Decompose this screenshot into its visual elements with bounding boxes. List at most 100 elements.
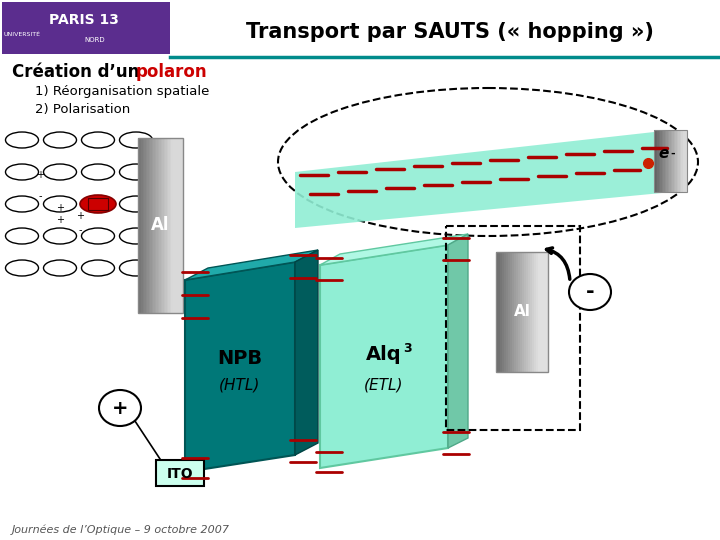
Text: (ETL): (ETL)	[364, 377, 404, 393]
FancyBboxPatch shape	[171, 138, 173, 313]
FancyBboxPatch shape	[500, 252, 502, 372]
Polygon shape	[295, 250, 318, 455]
Text: 1) Réorganisation spatiale: 1) Réorganisation spatiale	[35, 85, 210, 98]
FancyBboxPatch shape	[156, 460, 204, 486]
Text: Transport par SAUTS (« hopping »): Transport par SAUTS (« hopping »)	[246, 22, 654, 42]
FancyBboxPatch shape	[681, 130, 683, 192]
FancyBboxPatch shape	[496, 252, 498, 372]
FancyBboxPatch shape	[528, 252, 530, 372]
FancyBboxPatch shape	[684, 130, 685, 192]
Text: -: -	[38, 191, 42, 201]
FancyBboxPatch shape	[526, 252, 528, 372]
FancyBboxPatch shape	[176, 138, 177, 313]
Text: Journées de l’Optique – 9 octobre 2007: Journées de l’Optique – 9 octobre 2007	[12, 525, 230, 535]
FancyBboxPatch shape	[655, 130, 657, 192]
FancyBboxPatch shape	[181, 138, 183, 313]
FancyBboxPatch shape	[508, 252, 510, 372]
FancyBboxPatch shape	[140, 138, 141, 313]
FancyBboxPatch shape	[544, 252, 546, 372]
FancyBboxPatch shape	[540, 252, 542, 372]
FancyBboxPatch shape	[156, 138, 158, 313]
FancyBboxPatch shape	[663, 130, 665, 192]
FancyBboxPatch shape	[669, 130, 670, 192]
FancyBboxPatch shape	[153, 138, 155, 313]
Text: PARIS 13: PARIS 13	[49, 13, 119, 27]
FancyBboxPatch shape	[506, 252, 508, 372]
Text: Création d’un: Création d’un	[12, 63, 145, 81]
Polygon shape	[320, 245, 448, 468]
FancyBboxPatch shape	[520, 252, 522, 372]
FancyBboxPatch shape	[180, 138, 181, 313]
FancyBboxPatch shape	[662, 130, 663, 192]
FancyBboxPatch shape	[522, 252, 524, 372]
FancyBboxPatch shape	[163, 138, 165, 313]
Text: 2) Polarisation: 2) Polarisation	[35, 104, 130, 117]
FancyBboxPatch shape	[659, 130, 660, 192]
Text: UNIVERSITÉ: UNIVERSITÉ	[4, 31, 40, 37]
FancyBboxPatch shape	[504, 252, 506, 372]
Text: polaron: polaron	[136, 63, 207, 81]
FancyBboxPatch shape	[516, 252, 518, 372]
Text: -: -	[78, 225, 82, 235]
FancyBboxPatch shape	[177, 138, 179, 313]
FancyBboxPatch shape	[667, 130, 669, 192]
FancyBboxPatch shape	[162, 138, 163, 313]
FancyBboxPatch shape	[159, 138, 161, 313]
Text: +: +	[76, 211, 84, 221]
FancyBboxPatch shape	[166, 138, 168, 313]
Ellipse shape	[99, 390, 141, 426]
FancyBboxPatch shape	[174, 138, 176, 313]
Polygon shape	[320, 234, 468, 265]
Text: +: +	[56, 203, 64, 213]
Polygon shape	[295, 130, 672, 228]
FancyBboxPatch shape	[677, 130, 678, 192]
FancyBboxPatch shape	[532, 252, 534, 372]
FancyBboxPatch shape	[670, 130, 672, 192]
FancyBboxPatch shape	[530, 252, 532, 372]
FancyBboxPatch shape	[510, 252, 512, 372]
FancyBboxPatch shape	[165, 138, 166, 313]
Text: +: +	[112, 399, 128, 417]
FancyBboxPatch shape	[158, 138, 159, 313]
FancyBboxPatch shape	[145, 138, 147, 313]
FancyBboxPatch shape	[502, 252, 504, 372]
Text: e: e	[658, 146, 668, 161]
FancyBboxPatch shape	[147, 138, 148, 313]
FancyBboxPatch shape	[161, 138, 162, 313]
FancyBboxPatch shape	[155, 138, 156, 313]
Text: -: -	[585, 282, 594, 302]
Text: -: -	[670, 149, 675, 159]
FancyBboxPatch shape	[678, 130, 680, 192]
FancyBboxPatch shape	[538, 252, 540, 372]
FancyBboxPatch shape	[665, 130, 666, 192]
Ellipse shape	[569, 274, 611, 310]
FancyBboxPatch shape	[680, 130, 681, 192]
FancyBboxPatch shape	[536, 252, 538, 372]
Text: Alq: Alq	[366, 346, 402, 365]
FancyBboxPatch shape	[534, 252, 536, 372]
FancyBboxPatch shape	[675, 130, 677, 192]
FancyBboxPatch shape	[685, 130, 687, 192]
Text: 3: 3	[403, 342, 412, 355]
Text: Al: Al	[513, 305, 531, 320]
Text: NPB: NPB	[217, 348, 263, 368]
Ellipse shape	[80, 195, 116, 213]
FancyBboxPatch shape	[138, 138, 140, 313]
FancyBboxPatch shape	[666, 130, 667, 192]
Text: (HTL): (HTL)	[220, 377, 261, 393]
FancyBboxPatch shape	[657, 130, 659, 192]
FancyBboxPatch shape	[654, 130, 655, 192]
FancyBboxPatch shape	[660, 130, 662, 192]
Text: ITO: ITO	[167, 467, 193, 481]
FancyBboxPatch shape	[514, 252, 516, 372]
FancyBboxPatch shape	[518, 252, 520, 372]
Polygon shape	[448, 234, 468, 448]
FancyBboxPatch shape	[168, 138, 169, 313]
FancyBboxPatch shape	[672, 130, 673, 192]
FancyBboxPatch shape	[148, 138, 150, 313]
FancyBboxPatch shape	[150, 138, 151, 313]
Text: NORD: NORD	[85, 37, 105, 43]
FancyBboxPatch shape	[179, 138, 180, 313]
Text: +: +	[56, 215, 64, 225]
FancyBboxPatch shape	[141, 138, 143, 313]
